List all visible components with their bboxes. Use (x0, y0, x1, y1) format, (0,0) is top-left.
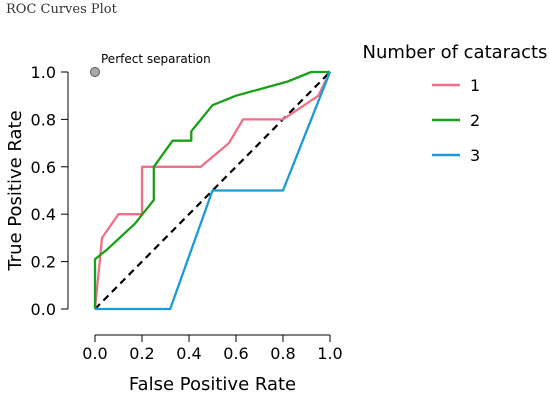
axes: 0.0 0.2 0.4 0.6 0.8 1.0 False Positive Rate 0.0… (5, 63, 343, 395)
y-tick-label: 0.4 (31, 205, 56, 224)
perfect-separation-label: Perfect separation (101, 52, 211, 66)
y-tick-label: 0.8 (31, 110, 56, 129)
x-tick-label: 0.4 (176, 344, 201, 363)
reference-diagonal-line (94, 71, 331, 310)
y-tick-label: 1.0 (31, 63, 56, 82)
series-line-1 (93, 71, 332, 310)
x-tick-label: 0.8 (270, 344, 295, 363)
series-line-3 (95, 71, 332, 311)
chart-marks: Perfect separation (90, 52, 332, 311)
legend-title: Number of cataracts (363, 42, 548, 63)
legend-label-3: 3 (470, 146, 480, 165)
series-line-2 (93, 70, 330, 309)
x-tick-label: 0.2 (129, 344, 154, 363)
x-axis-label: False Positive Rate (129, 374, 296, 395)
legend-label-2: 2 (470, 111, 480, 130)
y-axis-label: True Positive Rate (5, 110, 26, 271)
legend-label-1: 1 (470, 76, 480, 95)
figure-title: ROC Curves Plot (6, 2, 117, 17)
x-tick-label: 0.0 (82, 344, 107, 363)
x-tick-label: 1.0 (317, 344, 342, 363)
legend: Number of cataracts 1 2 3 (363, 42, 548, 165)
y-tick-label: 0.6 (31, 158, 56, 177)
x-tick-label: 0.6 (223, 344, 248, 363)
perfect-separation-point (90, 67, 100, 77)
y-tick-label: 0.2 (31, 253, 56, 272)
y-tick-label: 0.0 (31, 300, 56, 319)
